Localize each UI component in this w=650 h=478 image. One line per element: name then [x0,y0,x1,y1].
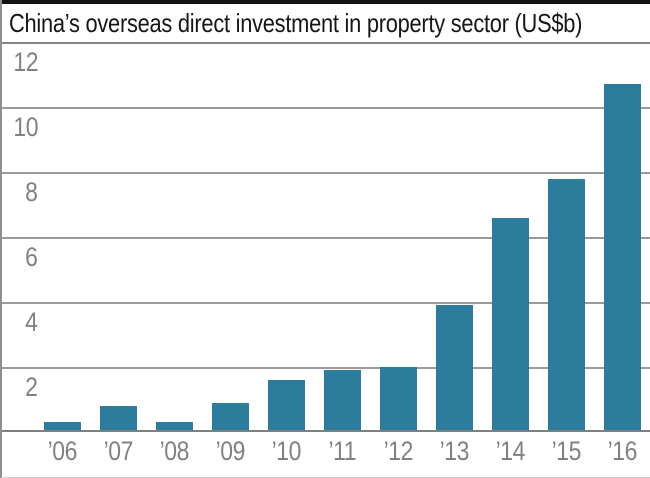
x-axis-tick-label: ’16 [607,436,637,466]
y-axis-tick-label: 6 [25,242,39,272]
chart-title: China’s overseas direct investment in pr… [9,8,583,38]
bar-’10 [267,380,305,432]
gridline-2 [2,367,650,369]
bar-slot [482,42,538,432]
y-axis-tick-labels: 2 4 6 8 10 12 [2,42,40,432]
x-axis-tick-label: ’09 [215,436,245,466]
x-axis-tick-slot: ’16 [594,437,650,465]
bar-’11 [323,370,361,432]
bar-’08 [155,422,193,432]
x-axis-tick-slot: ’11 [314,437,370,465]
bar-’16 [603,84,641,432]
y-axis-tick-label: 8 [25,177,39,207]
bar-slot [258,42,314,432]
x-axis-tick-slot: ’12 [370,437,426,465]
x-axis-tick-slot: ’13 [426,437,482,465]
x-axis-tick-label: ’13 [439,436,469,466]
gridline-10 [2,107,650,109]
bar-’07 [99,406,137,432]
gridline-6 [2,237,650,239]
x-axis-baseline [2,430,650,432]
x-axis-tick-label: ’11 [328,436,356,466]
gridline-8 [2,172,650,174]
bar-slot [370,42,426,432]
gridline-4 [2,302,650,304]
x-axis-tick-slot: ’10 [258,437,314,465]
bar-slot [202,42,258,432]
bar-’12 [379,367,417,432]
gridline-12 [2,42,650,44]
x-axis-tick-label: ’06 [47,436,77,466]
x-axis-tick-label: ’12 [383,436,413,466]
x-axis-tick-slot: ’15 [538,437,594,465]
y-axis-tick-label: 10 [13,112,38,142]
x-axis-tick-label: ’15 [551,436,581,466]
y-axis-tick-label: 2 [25,372,39,402]
x-axis-tick-slot: ’08 [146,437,202,465]
bar-slot [314,42,370,432]
bar-’15 [547,178,585,432]
y-axis-tick-label: 12 [13,47,38,77]
bar-’06 [43,422,81,432]
x-axis-tick-slot: ’07 [90,437,146,465]
x-axis-tick-slot: ’14 [482,437,538,465]
x-axis-tick-label: ’08 [159,436,189,466]
bar-’09 [211,402,249,432]
bar-’13 [435,305,473,432]
y-axis-tick-label: 4 [25,307,39,337]
bar-slot [538,42,594,432]
x-axis-tick-slot: ’09 [202,437,258,465]
plot-area: 2 4 6 8 10 12 [2,42,650,432]
bar-slot [426,42,482,432]
x-axis-tick-slot: ’06 [34,437,90,465]
bar-slot [594,42,650,432]
top-accent-bar [2,0,650,4]
x-axis-tick-labels: ’06 ’07 ’08 ’09 ’10 ’11 ’12 ’13 ’14 ’15 ’16 [34,437,650,465]
bar-slot [34,42,90,432]
bars-layer [34,42,650,432]
x-axis-tick-label: ’07 [103,436,133,466]
bar-’14 [491,217,529,432]
bar-slot [146,42,202,432]
bar-slot [90,42,146,432]
x-axis-tick-label: ’14 [495,436,525,466]
x-axis-tick-label: ’10 [271,436,301,466]
